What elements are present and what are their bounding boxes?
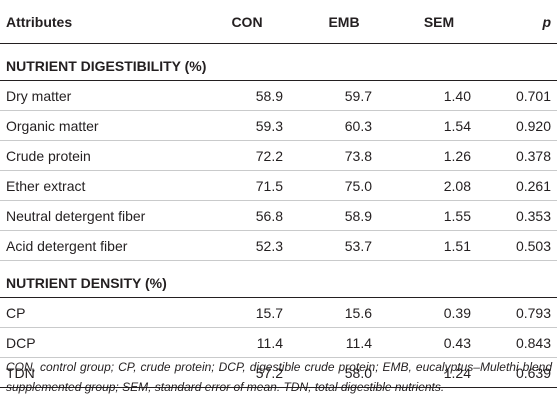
cell-attribute: Crude protein bbox=[0, 140, 200, 171]
results-table: Attributes CON EMB SEM p NUTRIENT DIGEST… bbox=[0, 0, 557, 388]
header-attributes: Attributes bbox=[0, 0, 200, 44]
header-emb: EMB bbox=[294, 0, 394, 44]
cell-p-value: 0.920 bbox=[484, 110, 557, 141]
cell-sem: 1.55 bbox=[394, 200, 484, 231]
cell-con: 11.4 bbox=[200, 327, 294, 358]
cell-con: 52.3 bbox=[200, 230, 294, 261]
cell-sem: 0.39 bbox=[394, 297, 484, 328]
cell-con: 59.3 bbox=[200, 110, 294, 141]
cell-sem: 1.40 bbox=[394, 80, 484, 111]
cell-attribute: Acid detergent fiber bbox=[0, 230, 200, 261]
cell-attribute: Neutral detergent fiber bbox=[0, 200, 200, 231]
cell-con: 71.5 bbox=[200, 170, 294, 201]
table-footnote: CON, control group; CP, crude protein; D… bbox=[6, 360, 552, 394]
cell-sem: 1.24 bbox=[394, 357, 484, 388]
cell-emb: 75.0 bbox=[294, 170, 394, 201]
table-row: TDN 57.2 58.0 1.24 0.639 bbox=[0, 357, 557, 388]
cell-con: 72.2 bbox=[200, 140, 294, 171]
table-row: CP 15.7 15.6 0.39 0.793 bbox=[0, 297, 557, 328]
table-body: NUTRIENT DIGESTIBILITY (%) Dry matter 58.9… bbox=[0, 43, 557, 388]
header-p-value: p bbox=[484, 0, 557, 44]
cell-sem: 1.51 bbox=[394, 230, 484, 261]
cell-emb: 73.8 bbox=[294, 140, 394, 171]
cell-sem: 2.08 bbox=[394, 170, 484, 201]
cell-p-value: 0.353 bbox=[484, 200, 557, 231]
cell-emb: 58.9 bbox=[294, 200, 394, 231]
cell-p-value: 0.378 bbox=[484, 140, 557, 171]
cell-emb: 11.4 bbox=[294, 327, 394, 358]
table-row: Acid detergent fiber 52.3 53.7 1.51 0.503 bbox=[0, 230, 557, 261]
cell-p-value: 0.843 bbox=[484, 327, 557, 358]
section-header-row: NUTRIENT DIGESTIBILITY (%) bbox=[0, 43, 557, 81]
cell-p-value: 0.793 bbox=[484, 297, 557, 328]
cell-attribute: CP bbox=[0, 297, 200, 328]
cell-sem: 1.54 bbox=[394, 110, 484, 141]
cell-emb: 58.0 bbox=[294, 357, 394, 388]
cell-emb: 60.3 bbox=[294, 110, 394, 141]
section-header-row: NUTRIENT DENSITY (%) bbox=[0, 260, 557, 298]
cell-con: 57.2 bbox=[200, 357, 294, 388]
cell-con: 15.7 bbox=[200, 297, 294, 328]
cell-emb: 53.7 bbox=[294, 230, 394, 261]
cell-sem: 1.26 bbox=[394, 140, 484, 171]
table-row: Crude protein 72.2 73.8 1.26 0.378 bbox=[0, 140, 557, 171]
cell-con: 58.9 bbox=[200, 80, 294, 111]
cell-attribute: DCP bbox=[0, 327, 200, 358]
cell-con: 56.8 bbox=[200, 200, 294, 231]
cell-p-value: 0.639 bbox=[484, 357, 557, 388]
cell-emb: 59.7 bbox=[294, 80, 394, 111]
table-header: Attributes CON EMB SEM p bbox=[0, 0, 557, 44]
cell-emb: 15.6 bbox=[294, 297, 394, 328]
table-row: DCP 11.4 11.4 0.43 0.843 bbox=[0, 327, 557, 358]
cell-p-value: 0.261 bbox=[484, 170, 557, 201]
cell-attribute: Dry matter bbox=[0, 80, 200, 111]
cell-attribute: TDN bbox=[0, 357, 200, 388]
table-row: Ether extract 71.5 75.0 2.08 0.261 bbox=[0, 170, 557, 201]
table-row: Dry matter 58.9 59.7 1.40 0.701 bbox=[0, 80, 557, 111]
section-title: NUTRIENT DENSITY (%) bbox=[0, 260, 557, 298]
header-con: CON bbox=[200, 0, 294, 44]
cell-attribute: Organic matter bbox=[0, 110, 200, 141]
section-title: NUTRIENT DIGESTIBILITY (%) bbox=[0, 43, 557, 81]
cell-attribute: Ether extract bbox=[0, 170, 200, 201]
cell-p-value: 0.701 bbox=[484, 80, 557, 111]
header-sem: SEM bbox=[394, 0, 484, 44]
table-row: Organic matter 59.3 60.3 1.54 0.920 bbox=[0, 110, 557, 141]
table-row: Neutral detergent fiber 56.8 58.9 1.55 0.353 bbox=[0, 200, 557, 231]
cell-p-value: 0.503 bbox=[484, 230, 557, 261]
cell-sem: 0.43 bbox=[394, 327, 484, 358]
